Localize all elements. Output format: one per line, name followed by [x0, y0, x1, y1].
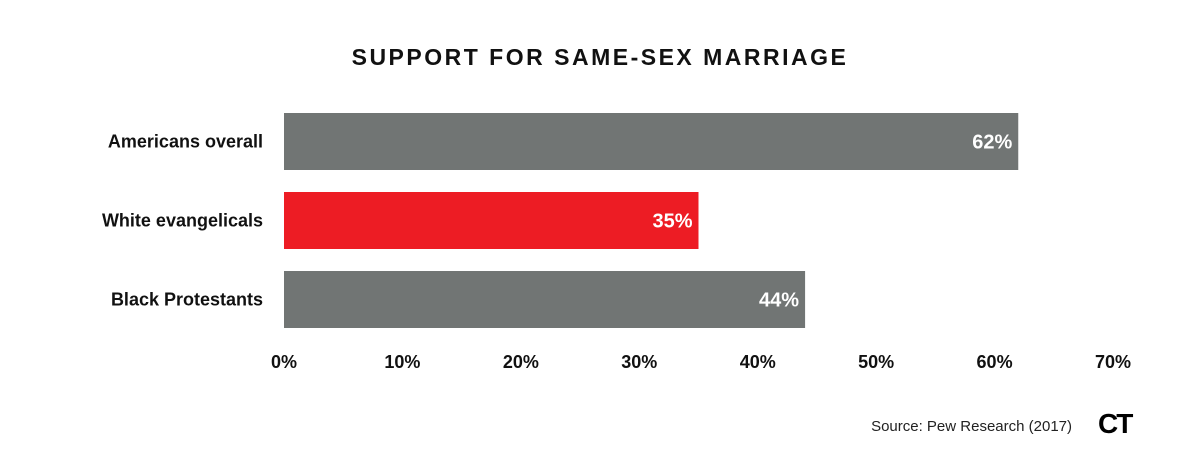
- category-label-americans-overall: Americans overall: [108, 132, 263, 152]
- x-tick-label: 50%: [858, 352, 894, 372]
- value-label-white-evangelicals: 35%: [652, 211, 692, 233]
- bar-black-protestants: [284, 271, 806, 328]
- x-tick-label: 30%: [621, 352, 657, 372]
- x-tick-label: 70%: [1095, 352, 1131, 372]
- category-labels: Americans overall White evangelicals Black…: [102, 132, 263, 310]
- x-tick-label: 40%: [740, 352, 776, 372]
- x-axis-ticks: 0% 10% 20% 30% 40% 50% 60% 70%: [271, 352, 1131, 372]
- value-label-black-protestants: 44%: [759, 290, 799, 312]
- ct-logo: CT: [1098, 408, 1133, 439]
- x-tick-label: 10%: [384, 352, 420, 372]
- bars-layer: [284, 113, 1019, 328]
- source-note: Source: Pew Research (2017): [871, 418, 1072, 435]
- bar-white-evangelicals: [284, 192, 699, 249]
- category-label-white-evangelicals: White evangelicals: [102, 211, 263, 231]
- value-label-americans-overall: 62%: [972, 132, 1012, 154]
- bar-chart: Americans overall White evangelicals Black…: [102, 113, 1131, 372]
- x-tick-label: 20%: [503, 352, 539, 372]
- chart-title: SUPPORT FOR SAME-SEX MARRIAGE: [351, 44, 849, 70]
- bar-americans-overall: [284, 113, 1019, 170]
- category-label-black-protestants: Black Protestants: [111, 290, 263, 310]
- x-tick-label: 0%: [271, 352, 297, 372]
- value-labels: 62% 35% 44%: [652, 132, 1012, 312]
- x-tick-label: 60%: [977, 352, 1013, 372]
